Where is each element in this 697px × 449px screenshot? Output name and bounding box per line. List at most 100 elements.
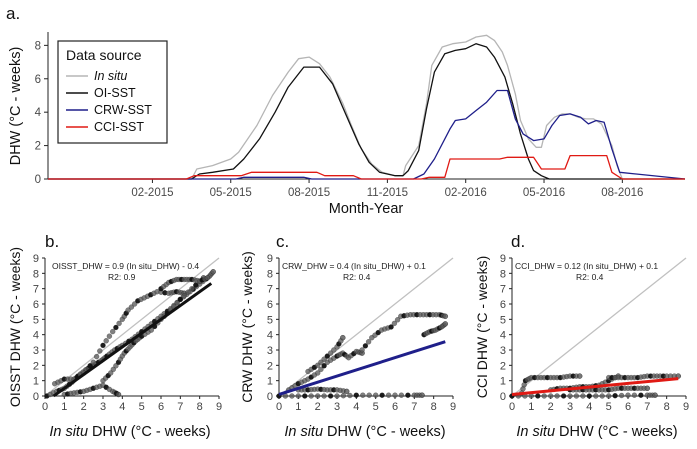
panel-d-x-tick-label: 1 [528, 401, 534, 413]
panel-b-x-tick-label: 8 [197, 401, 203, 413]
panel-d-point [644, 385, 650, 391]
panel-b-x-tick-label: 7 [177, 401, 183, 413]
panel-b-scatter: b. 00 1 1 2 2 3 3 4 4 5 5 6 6 7 7 8 8 9 9 OISST_DHW = 0.9 … [7, 232, 222, 440]
panel-a-label: a. [6, 4, 20, 23]
panel-c-points [276, 257, 454, 399]
panel-c-x-label-italic: In situ [284, 424, 323, 440]
panel-b-point [185, 289, 191, 295]
panel-d-point [652, 392, 658, 398]
panel-c-point [392, 392, 398, 398]
panel-d-point [548, 393, 554, 399]
panel-b-x-label-rest: DHW (°C - weeks) [88, 424, 211, 440]
panel-d-point [599, 393, 605, 399]
panel-b-point [109, 328, 116, 335]
panel-c-point [327, 393, 334, 399]
panel-c-y-tick-label: 8 [267, 268, 273, 280]
panel-d-one-to-one-line [511, 257, 687, 397]
panel-d-y-tick-label: 3 [500, 345, 506, 357]
panel-d-y-tick-label: 2 [500, 360, 506, 372]
panel-d-x-tick-label: 4 [586, 401, 592, 413]
panel-d-y-tick-label: 4 [500, 330, 506, 342]
panel-d-scatter: d. 00 1 1 2 2 3 3 4 4 5 5 6 6 7 7 8 8 9 9 CCI_DHW = 0.12 (… [474, 232, 689, 440]
panel-b-y-label: OISST DHW (°C - weeks) [7, 247, 23, 407]
panel-d-x-tick-label: 0 [509, 401, 515, 413]
legend-entry-insitu: In situ [94, 69, 127, 83]
panel-d-x-tick-label: 9 [683, 401, 689, 413]
panel-b-points [44, 257, 220, 399]
panel-a-y-tick-label: 0 [35, 174, 41, 186]
panel-c-point [362, 343, 369, 349]
panel-b-fit-line [52, 282, 213, 398]
panel-d-x-tick-label: 3 [567, 401, 573, 413]
panel-d-point [535, 393, 541, 399]
panel-c-y-label: CRW DHW (°C - weeks) [239, 251, 255, 403]
panel-d-x-tick-label: 2 [548, 401, 554, 413]
panel-c-point [398, 392, 405, 398]
panel-b-y-tick-label: 7 [33, 284, 39, 296]
legend-box [57, 40, 168, 144]
panel-d-point [541, 393, 547, 399]
panel-c-x-tick-label: 8 [431, 401, 437, 413]
panel-c-y-tick-label: 9 [267, 253, 273, 265]
panel-a-y-tick-label: 6 [35, 74, 41, 86]
panel-b-y-tick-label: 4 [33, 330, 39, 342]
panel-d-y-tick-label: 0 [500, 391, 506, 403]
panel-c-point [419, 392, 425, 398]
panel-b-point [90, 359, 97, 365]
panel-c-y-tick-label: 3 [267, 345, 273, 357]
panel-b-point [181, 293, 187, 299]
panel-c-x-label: In situ DHW (°C - weeks) [284, 424, 445, 440]
panel-c-y-tick-label: 0 [267, 391, 273, 403]
legend-entry-crw-sst: CRW-SST [94, 103, 152, 117]
panel-d-point [618, 392, 625, 399]
panel-d-point [573, 393, 580, 399]
panel-b-x-tick-label: 0 [42, 401, 48, 413]
panel-c-point [318, 366, 324, 373]
panel-d-x-tick-label: 7 [644, 401, 650, 413]
panel-d-point [586, 393, 592, 399]
panel-b-x-tick-label: 6 [158, 401, 164, 413]
panel-c-point [315, 370, 321, 376]
panel-c-scatter: c. 00 1 1 2 2 3 3 4 4 5 5 6 6 7 7 8 8 9 9 CRW_DHW = 0.4 (I… [239, 232, 456, 440]
panel-b-x-tick-label: 2 [81, 401, 87, 413]
panel-c-x-tick-label: 5 [373, 401, 379, 413]
panel-d-x-tick-label: 6 [625, 401, 631, 413]
panel-b-label: b. [45, 232, 59, 251]
panel-a-x-ticks: 02-2015 05-2015 08-2015 11-2015 02-2016 05-20… [131, 179, 643, 199]
panel-b-point [97, 348, 103, 354]
panel-c-r2: R2: 0.4 [343, 272, 371, 282]
panel-d-y-label: CCI DHW (°C - weeks) [474, 256, 490, 398]
panel-b-point [110, 366, 117, 373]
panel-b-y-tick-label: 6 [33, 299, 39, 311]
panel-b-point [113, 324, 119, 331]
panel-c-point [405, 392, 411, 398]
panel-c-axes: 00 1 1 2 2 3 3 4 4 5 5 6 6 7 7 8 8 9 9 [267, 253, 456, 413]
panel-c-point [344, 388, 350, 395]
panel-c-point [340, 335, 346, 341]
panel-d-r2: R2: 0.4 [576, 272, 604, 282]
panel-d-point [638, 392, 644, 398]
panel-c-point [360, 392, 366, 398]
panel-c-point [394, 317, 401, 323]
panel-c-point [388, 324, 394, 330]
panel-d-x-label: In situ DHW (°C - weeks) [516, 424, 677, 440]
panel-b-x-tick-label: 1 [61, 401, 67, 413]
panel-b-x-label-italic: In situ [49, 424, 88, 440]
panel-c-y-tick-label: 7 [267, 284, 273, 296]
panel-b-r2: R2: 0.9 [108, 272, 136, 282]
panel-c-y-tick-label: 2 [267, 360, 273, 372]
panel-c-point [385, 392, 392, 398]
panel-c-x-tick-label: 3 [334, 401, 340, 413]
panel-d-point [606, 393, 612, 399]
series-line-cci-sst [48, 154, 685, 180]
panel-d-y-tick-label: 7 [500, 284, 506, 296]
panel-d-equation: CCI_DHW = 0.12 (In situ_DHW) + 0.1 [515, 261, 658, 271]
panel-b-point [107, 370, 114, 376]
legend-title: Data source [66, 47, 142, 63]
panel-c-fit-line [278, 340, 446, 396]
panel-b-point [189, 286, 195, 292]
legend-entry-cci-sst: CCI-SST [94, 120, 144, 134]
panel-b-point [103, 338, 109, 344]
